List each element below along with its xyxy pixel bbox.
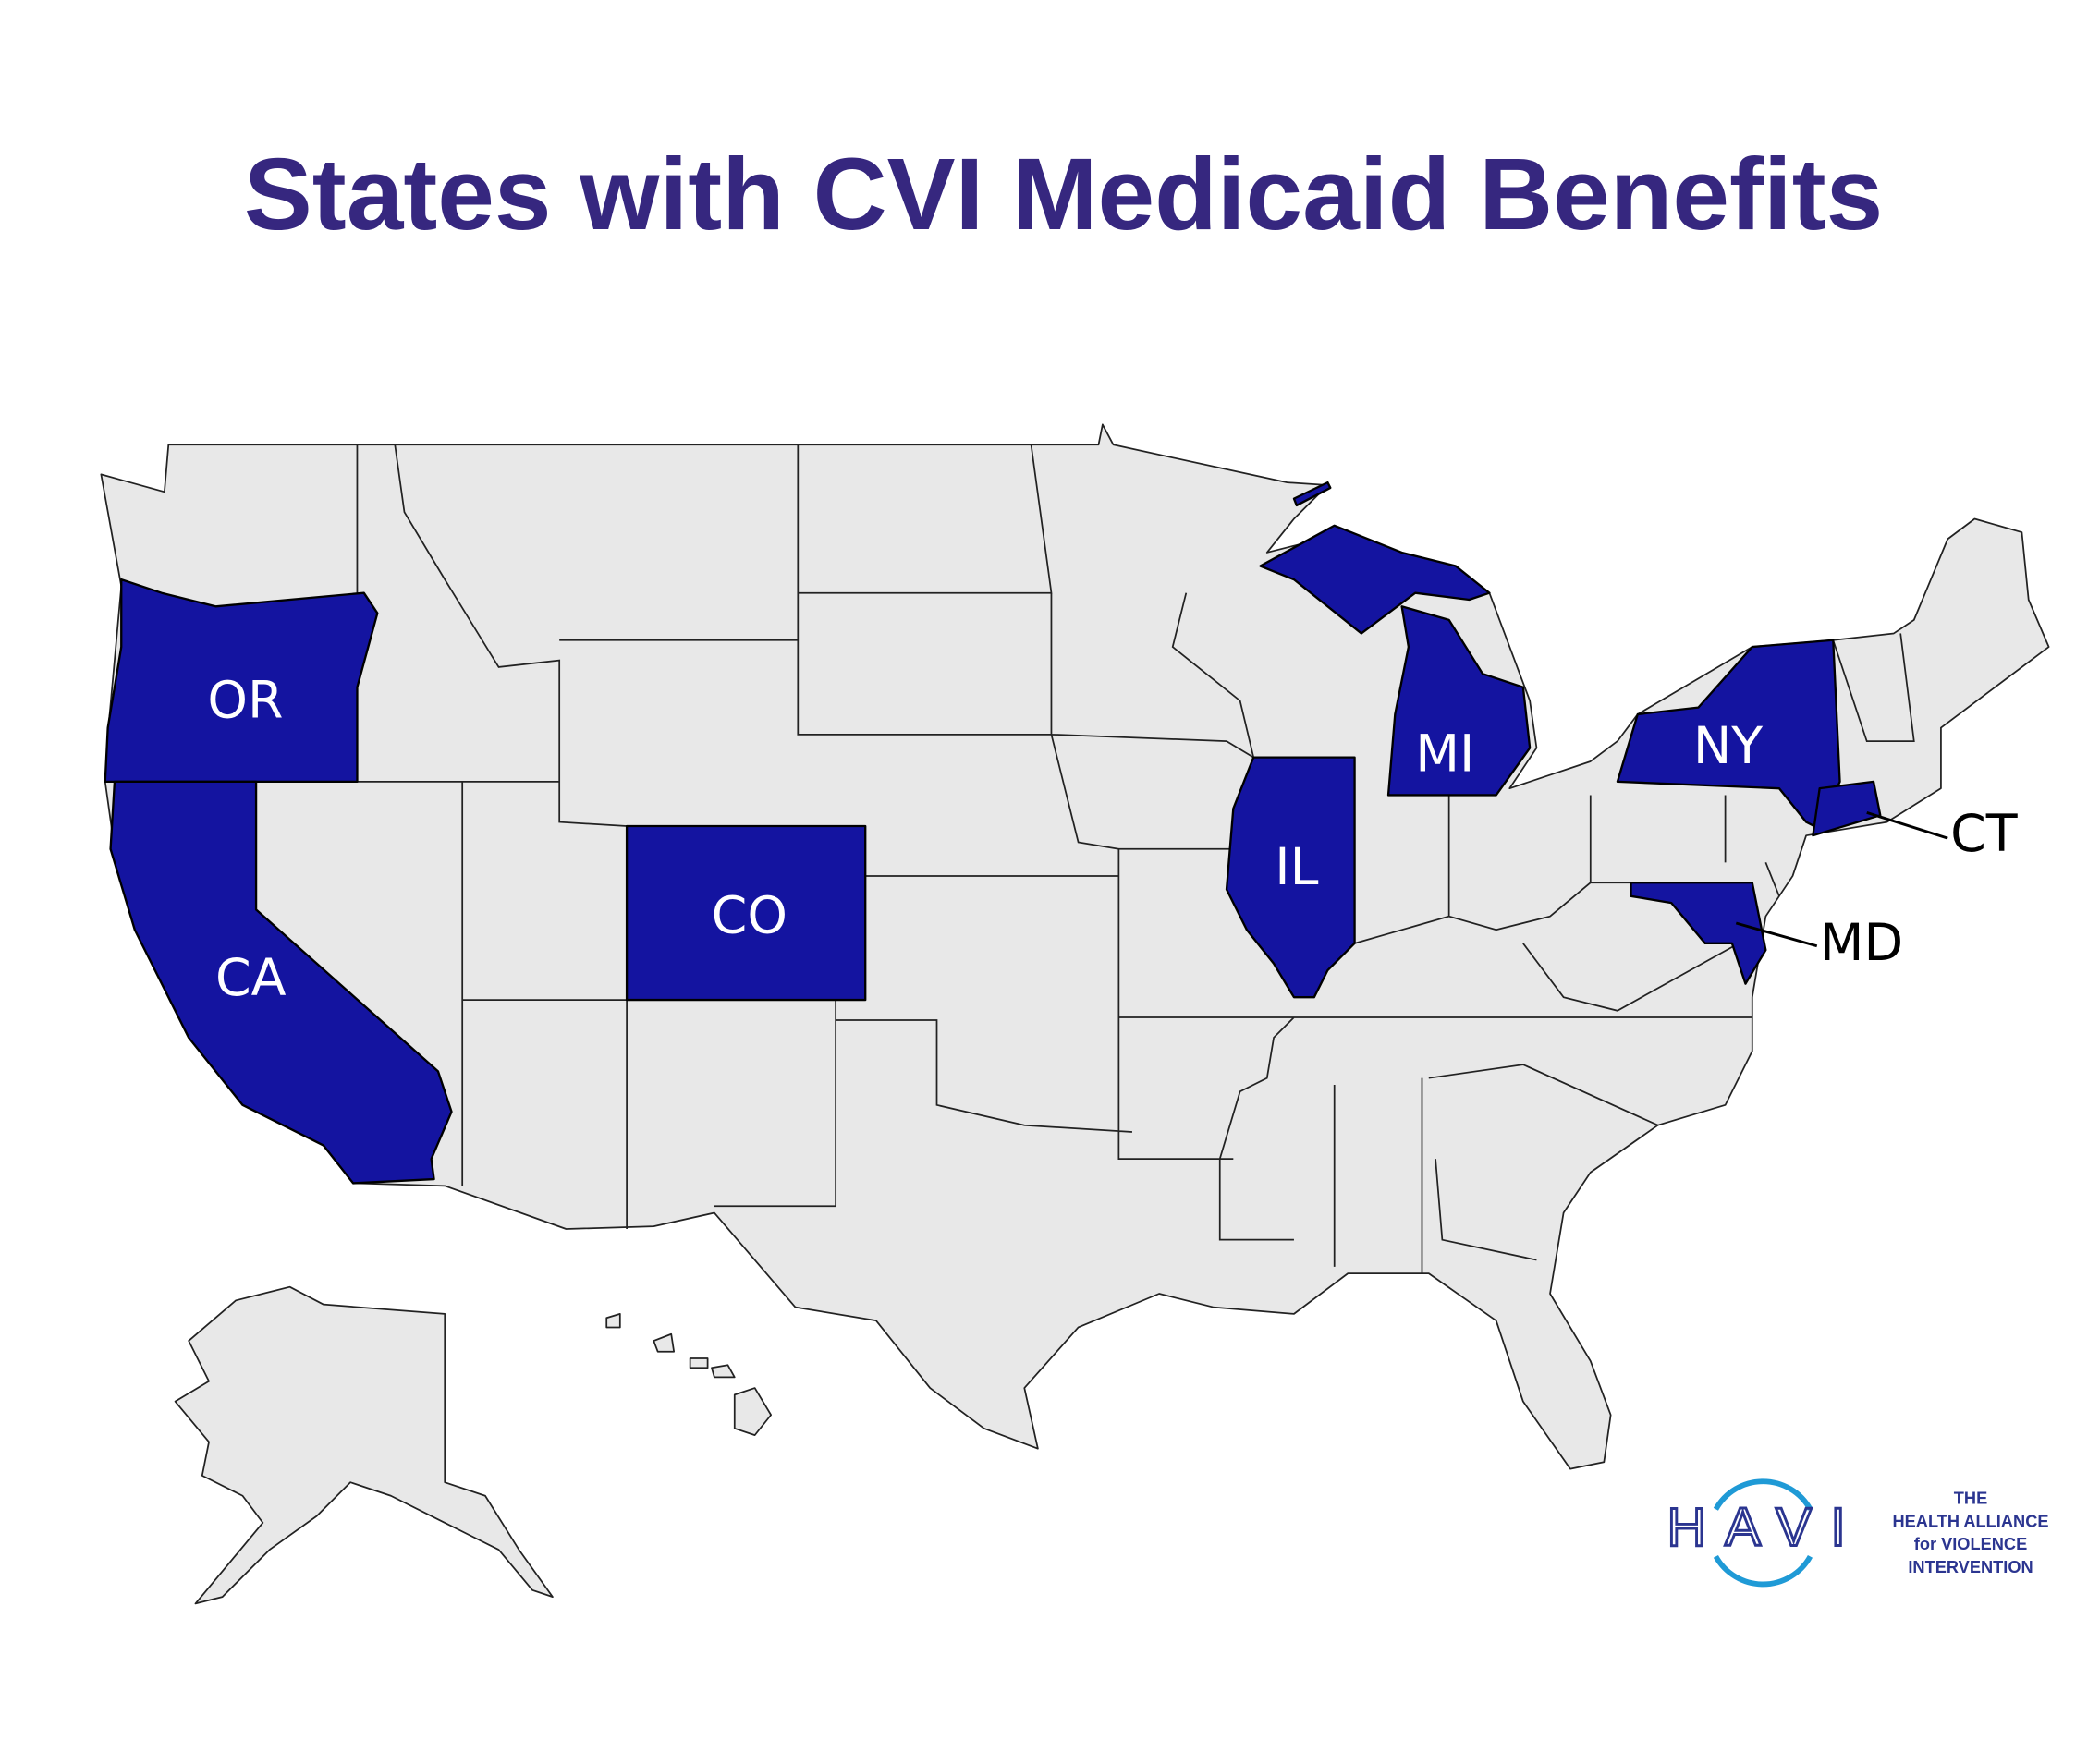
hawaii: [689, 1357, 709, 1369]
state-label: CA: [215, 949, 287, 1008]
logo-text: INTERVENTION: [1908, 1558, 2033, 1576]
state-label: NY: [1693, 717, 1763, 776]
state-mi: [1259, 524, 1491, 635]
state-ny: [1616, 639, 1841, 831]
us-outline: [100, 423, 2050, 1470]
state-or: [104, 578, 379, 784]
state-co: [625, 824, 867, 1002]
state-label: MD: [1820, 914, 1903, 973]
state-borders: [256, 444, 1915, 1274]
state-label: CT: [1950, 805, 2018, 864]
state-label: OR: [207, 671, 283, 730]
state-label: MI: [1415, 725, 1474, 785]
state-mi: [1386, 605, 1532, 797]
state-label: IL: [1275, 838, 1318, 897]
logo-arc: [1713, 1554, 1813, 1588]
logo-text: HEALTH ALLIANCE: [1892, 1512, 2048, 1530]
alaska: [174, 1285, 554, 1605]
logo-mark: HAVI: [1667, 1498, 1864, 1558]
logo-arc: [1713, 1478, 1813, 1511]
hawaii: [711, 1364, 736, 1379]
hawaii: [605, 1313, 621, 1329]
leader-line: [1735, 921, 1818, 948]
state-il: [1225, 756, 1356, 999]
state-ct: [1812, 780, 1882, 837]
hawaii: [653, 1332, 676, 1353]
title: States with CVI Medicaid Benefits: [244, 138, 1883, 251]
logo-text: THE: [1954, 1489, 1987, 1507]
state-ca: [109, 780, 453, 1185]
state-md: [1630, 882, 1767, 985]
logo: HAVI THE HEALTH ALLIANCE for VIOLENCE IN…: [1666, 1478, 2049, 1588]
state-label: CO: [712, 887, 788, 946]
logo-text: for VIOLENCE: [1914, 1535, 2027, 1553]
hawaii: [733, 1387, 773, 1436]
state-mi: [1292, 481, 1332, 507]
leader-line: [1866, 811, 1948, 840]
